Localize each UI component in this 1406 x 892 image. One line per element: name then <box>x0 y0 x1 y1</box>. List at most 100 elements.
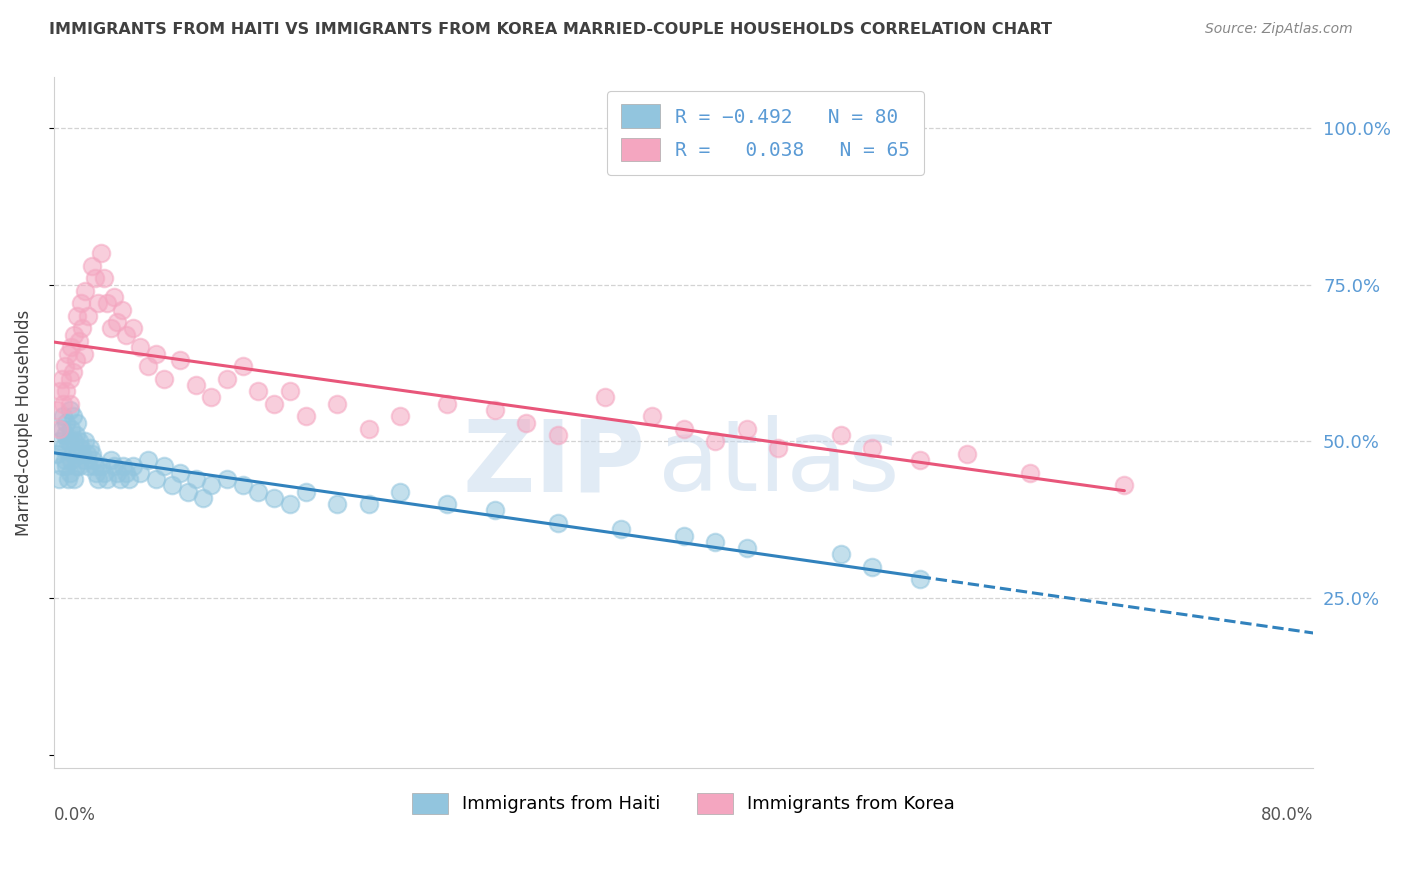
Point <box>62 409 84 424</box>
Point <box>547 428 569 442</box>
Text: Source: ZipAtlas.com: Source: ZipAtlas.com <box>1205 22 1353 37</box>
Point <box>176 484 198 499</box>
Point <box>278 384 301 399</box>
Point <box>263 397 285 411</box>
Point <box>862 441 884 455</box>
Point <box>60 340 83 354</box>
Point <box>55 416 77 430</box>
Point <box>53 428 76 442</box>
Point <box>704 434 727 449</box>
Point <box>58 466 80 480</box>
Point <box>83 459 105 474</box>
Point <box>232 478 254 492</box>
Point <box>67 434 90 449</box>
Point <box>63 434 86 449</box>
Point <box>53 453 76 467</box>
Point <box>75 284 97 298</box>
Point <box>153 371 176 385</box>
Point <box>58 403 80 417</box>
Point <box>215 472 238 486</box>
Point <box>63 472 86 486</box>
Point <box>66 309 89 323</box>
Point <box>70 321 93 335</box>
Point <box>136 359 159 373</box>
Text: IMMIGRANTS FROM HAITI VS IMMIGRANTS FROM KOREA MARRIED-COUPLE HOUSEHOLDS CORRELA: IMMIGRANTS FROM HAITI VS IMMIGRANTS FROM… <box>49 22 1052 37</box>
Point <box>247 484 270 499</box>
Text: 80.0%: 80.0% <box>1261 805 1313 823</box>
Point <box>79 441 101 455</box>
Point <box>672 422 695 436</box>
Point <box>115 466 138 480</box>
Point <box>108 472 131 486</box>
Point <box>232 359 254 373</box>
Y-axis label: Married-couple Households: Married-couple Households <box>15 310 32 536</box>
Point <box>100 321 122 335</box>
Point <box>357 497 380 511</box>
Point <box>62 447 84 461</box>
Point <box>93 466 115 480</box>
Point <box>112 459 135 474</box>
Point <box>51 459 73 474</box>
Point <box>90 459 112 474</box>
Point <box>105 315 128 329</box>
Point <box>115 327 138 342</box>
Point <box>100 453 122 467</box>
Point <box>193 491 215 505</box>
Point <box>87 296 110 310</box>
Point <box>65 352 87 367</box>
Point <box>51 422 73 436</box>
Point <box>76 447 98 461</box>
Point <box>609 522 631 536</box>
Point <box>62 365 84 379</box>
Point <box>129 340 152 354</box>
Point <box>96 296 118 310</box>
Point <box>326 497 349 511</box>
Point <box>145 346 167 360</box>
Point <box>58 371 80 385</box>
Point <box>357 422 380 436</box>
Point <box>735 422 758 436</box>
Text: 0.0%: 0.0% <box>53 805 96 823</box>
Point <box>69 296 91 310</box>
Point <box>58 397 80 411</box>
Point <box>73 453 96 467</box>
Point <box>145 472 167 486</box>
Point <box>247 384 270 399</box>
Point <box>641 409 664 424</box>
Point <box>55 384 77 399</box>
Point <box>593 391 616 405</box>
Point <box>90 246 112 260</box>
Point <box>66 447 89 461</box>
Point <box>278 497 301 511</box>
Point <box>46 447 69 461</box>
Point <box>121 321 143 335</box>
Point <box>48 472 70 486</box>
Point <box>56 346 79 360</box>
Point <box>766 441 789 455</box>
Point <box>60 422 83 436</box>
Point <box>49 384 72 399</box>
Point <box>735 541 758 555</box>
Point <box>56 472 79 486</box>
Point <box>515 416 537 430</box>
Point <box>56 434 79 449</box>
Point <box>1114 478 1136 492</box>
Point <box>121 459 143 474</box>
Point <box>75 434 97 449</box>
Point <box>484 503 506 517</box>
Point <box>169 466 191 480</box>
Point <box>436 397 458 411</box>
Point <box>69 441 91 455</box>
Point <box>110 302 132 317</box>
Point <box>153 459 176 474</box>
Point <box>58 434 80 449</box>
Point <box>65 459 87 474</box>
Point <box>49 434 72 449</box>
Point <box>80 447 103 461</box>
Point <box>436 497 458 511</box>
Point <box>389 409 412 424</box>
Point <box>51 371 73 385</box>
Point <box>200 391 222 405</box>
Point <box>215 371 238 385</box>
Point <box>294 484 316 499</box>
